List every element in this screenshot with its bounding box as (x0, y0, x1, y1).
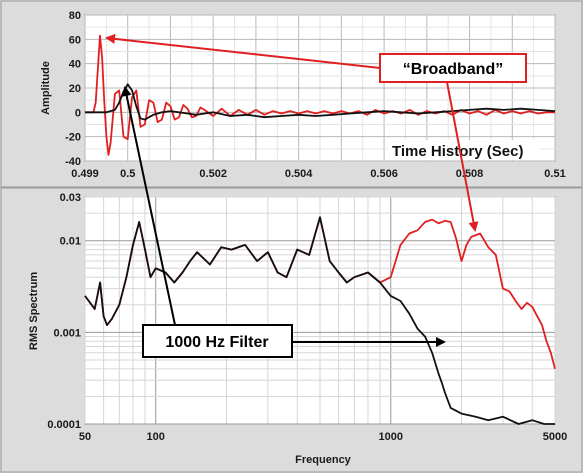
bottom-series-line-black (84, 216, 555, 425)
filter-callout-box (142, 324, 293, 358)
top-y-tick-label: 20 (69, 83, 81, 95)
top-x-tick-label: 0.502 (199, 168, 227, 180)
top-chart-title: Time History (Sec) (392, 143, 523, 160)
top-x-tick-label: 0.506 (370, 168, 398, 180)
bottom-y-tick-label: 0.0001 (47, 419, 81, 431)
bottom-x-axis-label: Frequency (295, 454, 352, 466)
bottom-x-tick-label: 100 (147, 431, 165, 443)
top-tick-labels: -40 -20 0 20 40 60 80 0.499 0.5 0.502 0.504 0.506 0.… (65, 10, 566, 180)
top-y-tick-label: 60 (69, 34, 81, 46)
broadband-arrow-to-time (105, 33, 381, 69)
top-y-axis-label: Amplitude (40, 61, 52, 115)
broadband-callout-box (379, 53, 527, 83)
top-y-tick-label: 0 (75, 107, 81, 119)
top-x-tick-label: 0.5 (120, 168, 135, 180)
broadband-arrow-to-spectrum (446, 81, 479, 232)
bottom-y-tick-label: 0.03 (60, 192, 81, 204)
bottom-tick-labels: 0.0001 0.001 0.01 0.03 50 100 1000 5000 (47, 192, 567, 443)
top-y-tick-label: -20 (65, 132, 81, 144)
filter-callout-label: 1000 Hz Filter (165, 334, 268, 351)
bottom-y-axis-label: RMS Spectrum (28, 272, 40, 350)
top-x-tick-label: 0.499 (71, 168, 99, 180)
top-y-tick-label: 40 (69, 59, 81, 71)
top-x-tick-label: 0.504 (285, 168, 313, 180)
top-series-line-black (85, 83, 556, 121)
top-y-tick-label: 80 (69, 10, 81, 22)
filter-arrow-to-time (121, 86, 176, 326)
top-y-tick-label: -40 (65, 156, 81, 168)
bottom-y-tick-label: 0.01 (60, 236, 81, 248)
bottom-x-tick-label: 50 (79, 431, 91, 443)
broadband-callout-label: “Broadband” (403, 61, 503, 78)
bottom-x-tick-label: 5000 (543, 431, 567, 443)
bottom-x-tick-label: 1000 (378, 431, 402, 443)
top-x-tick-label: 0.508 (456, 168, 484, 180)
top-x-tick-label: 0.51 (544, 168, 565, 180)
time-history-title-bg (388, 140, 540, 160)
bottom-y-tick-label: 0.001 (53, 327, 81, 339)
bottom-series-group (84, 216, 556, 425)
bottom-grid (84, 196, 556, 425)
